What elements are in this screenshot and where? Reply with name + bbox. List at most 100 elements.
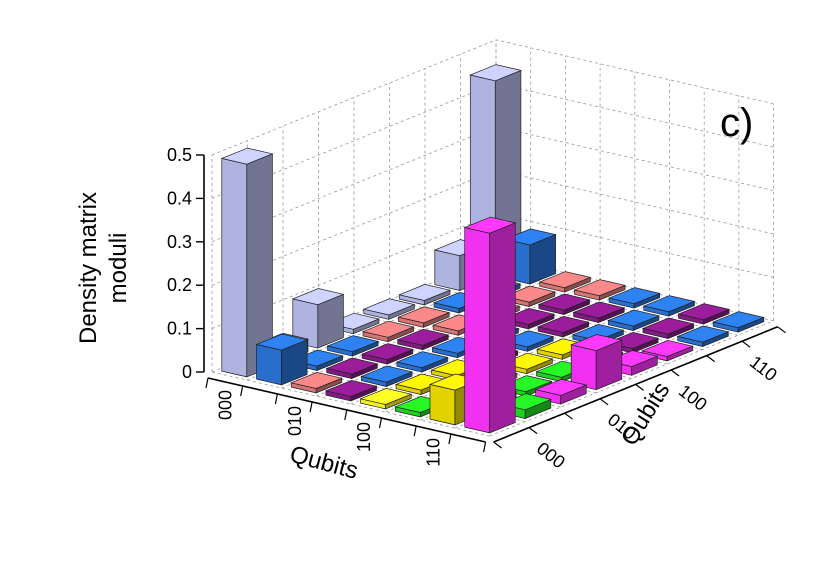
bar-r110-c111: [676, 325, 730, 348]
y-tick-label: 110: [746, 352, 781, 385]
bar-top-face: [538, 271, 592, 289]
bar-front-face: [434, 249, 461, 291]
bar-r111-c111: [712, 311, 765, 333]
x-axis-title: Qubits: [287, 441, 361, 485]
bar-r111-c101: [642, 295, 696, 317]
x-tick-label: 010: [285, 406, 305, 436]
bar-top-face: [676, 325, 730, 343]
z-tick-label: 0.3: [167, 232, 192, 252]
x-tick-label: 100: [354, 422, 374, 452]
x-tick-label: 000: [215, 390, 235, 420]
bar-r010-c010: [361, 343, 414, 365]
bar-r001-c010: [325, 357, 379, 380]
bar-top-face: [396, 328, 450, 346]
z-axis-title-line2: moduli: [105, 233, 132, 304]
y-tick-mark: [706, 355, 715, 363]
bar-top-face: [325, 357, 379, 375]
bar-side-face: [489, 222, 516, 434]
bar-r111-c011: [573, 279, 627, 301]
bar-r001-c011: [360, 365, 414, 388]
z-axis-title-line1: Density matrix: [75, 192, 102, 344]
bar-r000-c100: [359, 388, 413, 410]
bar-top-face: [712, 311, 765, 329]
bar-top-face: [395, 351, 449, 369]
bar-r011-c001: [361, 320, 415, 343]
bar-front-face: [429, 383, 456, 426]
bar-top-face: [570, 334, 623, 351]
x-tick-mark: [483, 441, 487, 453]
y-tick-label: 100: [675, 381, 711, 415]
bar-top-face: [361, 320, 415, 338]
bar-r000-c001: [255, 333, 309, 386]
bar-top-face: [534, 378, 588, 396]
bar-top-face: [359, 388, 413, 405]
bar-r111-c100: [607, 287, 661, 309]
z-tick-label: 0.1: [167, 319, 192, 339]
grid-line-z: [211, 39, 774, 156]
bar-r011-c010: [396, 328, 450, 351]
bar-r100-c000: [362, 298, 416, 320]
bar-top-face: [397, 306, 451, 324]
bar-r000-c111: [463, 216, 517, 434]
bar-top-face: [642, 295, 696, 313]
bar-top-face: [469, 64, 523, 82]
bar-r010-c111: [534, 378, 588, 405]
z-tick-label: 0.5: [167, 145, 192, 165]
x-tick-mark: [205, 377, 209, 389]
bar-top-face: [537, 293, 591, 311]
z-tick-label: 0.2: [167, 275, 192, 295]
bars-layer: [220, 64, 765, 434]
y-tick-mark: [564, 412, 573, 420]
bar-r101-c000: [398, 284, 452, 306]
y-tick-mark: [741, 340, 751, 348]
y-tick-mark: [528, 427, 538, 435]
bar-r100-c001: [397, 306, 451, 328]
bar-r110-c101: [607, 309, 661, 332]
bar-top-face: [463, 216, 517, 234]
bar-top-face: [503, 285, 556, 303]
y-tick-mark: [635, 383, 644, 391]
x-tick-mark: [240, 385, 244, 397]
bar-r110-c110: [641, 317, 695, 340]
bar-top-face: [361, 343, 414, 361]
bar-r010-c011: [395, 351, 449, 373]
bar-top-face: [502, 308, 556, 325]
bar-r111-c110: [677, 303, 731, 325]
bar-top-face: [536, 316, 590, 333]
x-tick-mark: [344, 409, 348, 421]
y-tick-mark: [599, 398, 609, 406]
bar-front-face: [256, 343, 282, 386]
x-tick-label: 110: [424, 438, 444, 467]
x-tick-mark: [378, 417, 383, 429]
bar-top-face: [220, 147, 274, 165]
bar-top-face: [255, 333, 309, 351]
bar-top-face: [398, 284, 452, 301]
bar-r010-c001: [326, 335, 380, 357]
bar-r101-c100: [536, 316, 590, 338]
bar-r011-c111: [570, 334, 623, 391]
bar-top-face: [324, 380, 378, 397]
bar-r110-c100: [572, 301, 626, 324]
bar-top-face: [290, 372, 343, 389]
bar-top-face: [677, 303, 731, 321]
z-tick-label: 0.4: [167, 188, 192, 208]
bar-r000-c010: [290, 372, 343, 394]
bar-r111-c010: [538, 271, 592, 293]
bar-top-face: [503, 228, 557, 246]
bar-front-face: [464, 227, 491, 434]
bar-top-face: [607, 287, 661, 305]
x-tick-mark: [448, 433, 452, 445]
bar-top-face: [573, 279, 627, 297]
bar-top-face: [360, 365, 414, 383]
bar-top-face: [607, 309, 661, 327]
y-tick-mark: [670, 369, 680, 377]
bar-top-face: [291, 288, 345, 306]
x-tick-mark: [274, 393, 278, 405]
bar-r000-c000: [220, 147, 274, 378]
bar-r110-c011: [537, 293, 591, 316]
y-tick-mark: [777, 326, 786, 334]
y-tick-mark: [493, 441, 502, 449]
bar-top-face: [572, 301, 626, 319]
x-tick-mark: [309, 401, 313, 413]
bar-top-face: [641, 317, 695, 335]
